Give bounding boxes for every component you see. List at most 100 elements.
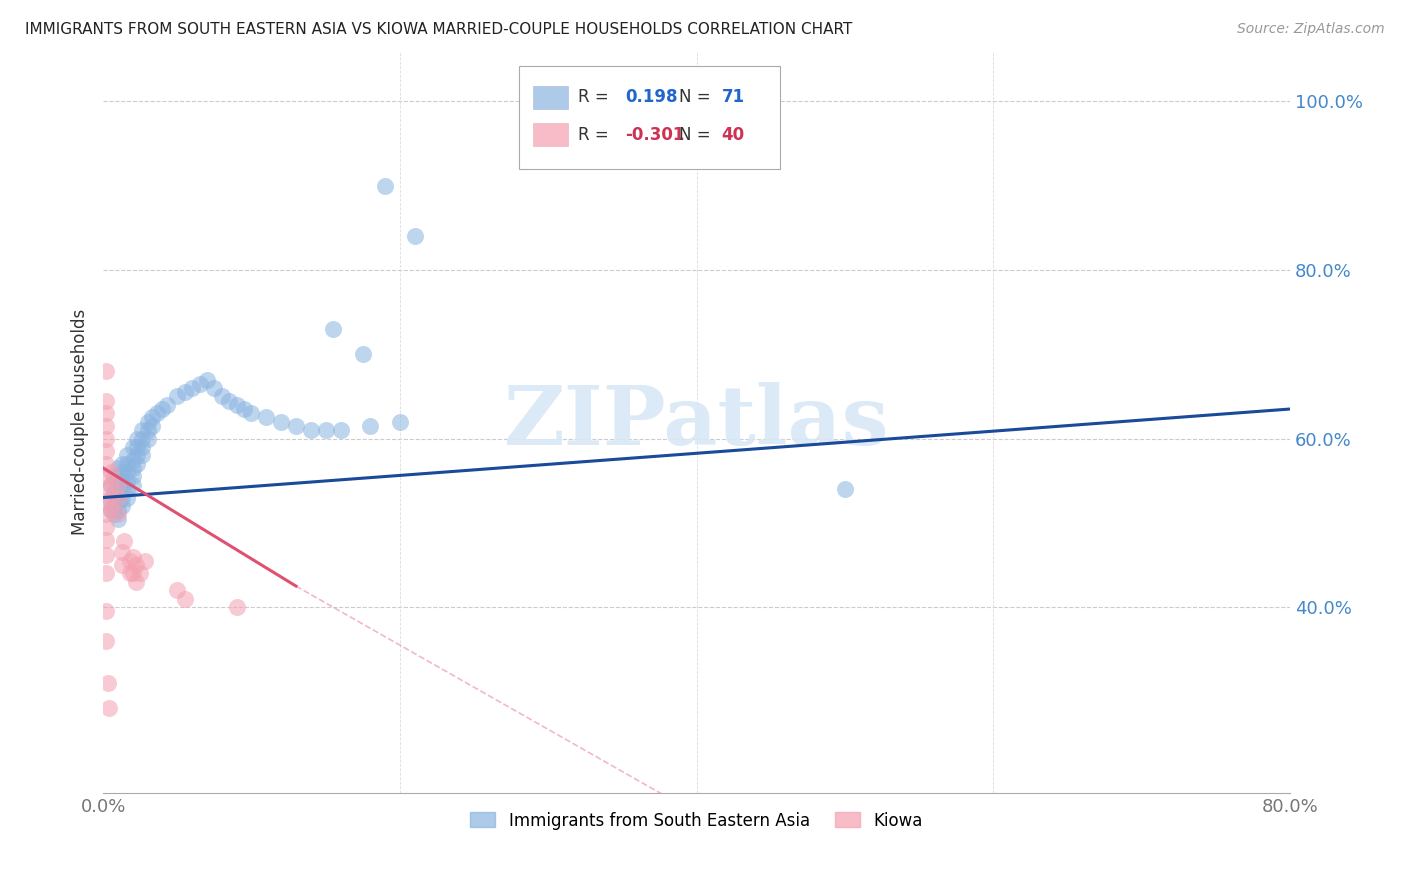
Point xyxy=(352,347,374,361)
Text: R =: R = xyxy=(578,88,609,106)
Point xyxy=(103,486,125,500)
Point xyxy=(195,372,218,386)
Point xyxy=(374,178,396,193)
Point xyxy=(125,574,148,589)
Point xyxy=(188,376,211,391)
Text: Source: ZipAtlas.com: Source: ZipAtlas.com xyxy=(1237,22,1385,37)
Point xyxy=(100,478,122,492)
Point xyxy=(100,495,122,509)
Point xyxy=(127,432,149,446)
Point xyxy=(145,406,167,420)
Point xyxy=(156,398,179,412)
Point xyxy=(127,440,149,454)
Point xyxy=(121,478,143,492)
Text: IMMIGRANTS FROM SOUTH EASTERN ASIA VS KIOWA MARRIED-COUPLE HOUSEHOLDS CORRELATIO: IMMIGRANTS FROM SOUTH EASTERN ASIA VS KI… xyxy=(25,22,852,37)
Point xyxy=(136,432,159,446)
Point xyxy=(359,418,381,433)
Point xyxy=(131,423,153,437)
Text: 40: 40 xyxy=(721,126,745,144)
Point xyxy=(115,474,138,488)
Point xyxy=(112,534,135,549)
Point xyxy=(94,533,117,547)
Point xyxy=(225,398,247,412)
Point xyxy=(107,486,129,500)
Point xyxy=(329,423,352,437)
Point xyxy=(107,503,129,517)
Point xyxy=(94,520,117,534)
Point xyxy=(388,415,411,429)
Text: -0.301: -0.301 xyxy=(626,126,685,144)
Point xyxy=(131,449,153,463)
Point xyxy=(107,495,129,509)
Text: 71: 71 xyxy=(721,88,745,106)
Point xyxy=(118,554,141,568)
Point xyxy=(94,432,117,446)
Point xyxy=(125,558,148,572)
Point xyxy=(94,406,117,420)
Point xyxy=(111,545,134,559)
Point xyxy=(131,440,153,454)
Point xyxy=(152,402,174,417)
Point xyxy=(100,478,122,492)
Point xyxy=(103,499,125,513)
Point xyxy=(121,469,143,483)
FancyBboxPatch shape xyxy=(533,123,568,146)
Point xyxy=(107,511,129,525)
Point xyxy=(107,469,129,483)
Point xyxy=(107,491,129,505)
Legend: Immigrants from South Eastern Asia, Kiowa: Immigrants from South Eastern Asia, Kiow… xyxy=(464,805,929,837)
Point xyxy=(97,676,120,690)
Point xyxy=(202,381,225,395)
Point xyxy=(94,566,117,581)
Text: ZIPatlas: ZIPatlas xyxy=(503,382,890,462)
Point xyxy=(131,432,153,446)
Point xyxy=(173,385,195,400)
Y-axis label: Married-couple Households: Married-couple Households xyxy=(72,309,89,535)
Point xyxy=(118,566,141,581)
Point xyxy=(107,508,129,522)
Point xyxy=(166,389,188,403)
Point xyxy=(111,465,134,479)
Point xyxy=(100,465,122,479)
Point xyxy=(141,410,163,425)
Text: N =: N = xyxy=(679,88,710,106)
Point xyxy=(94,444,117,458)
Point xyxy=(94,457,117,471)
Point xyxy=(299,423,322,437)
Point xyxy=(136,415,159,429)
Point xyxy=(121,461,143,475)
Point xyxy=(285,418,308,433)
Text: N =: N = xyxy=(679,126,710,144)
Point xyxy=(129,566,152,581)
Point xyxy=(115,449,138,463)
Point xyxy=(94,633,117,648)
Point xyxy=(315,423,337,437)
FancyBboxPatch shape xyxy=(533,86,568,110)
Point xyxy=(100,503,122,517)
Point xyxy=(115,457,138,471)
Point xyxy=(173,591,195,606)
Point xyxy=(94,548,117,562)
Point xyxy=(136,423,159,437)
Point xyxy=(233,402,256,417)
Point xyxy=(111,558,134,572)
Point xyxy=(111,499,134,513)
Text: R =: R = xyxy=(578,126,609,144)
Point xyxy=(134,554,156,568)
Point xyxy=(240,406,263,420)
Point xyxy=(111,474,134,488)
Point xyxy=(94,482,117,496)
Point xyxy=(121,452,143,467)
Point xyxy=(94,393,117,408)
Point xyxy=(100,503,122,517)
Point xyxy=(121,440,143,454)
Point xyxy=(103,508,125,522)
Point xyxy=(127,457,149,471)
Point xyxy=(166,583,188,598)
Point xyxy=(107,478,129,492)
Point xyxy=(211,389,233,403)
Point xyxy=(254,410,277,425)
Point xyxy=(270,415,292,429)
Point xyxy=(103,469,125,483)
Point xyxy=(834,482,856,496)
